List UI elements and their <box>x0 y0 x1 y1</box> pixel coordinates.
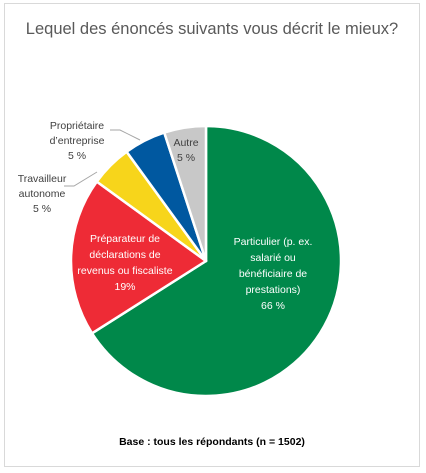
slice-label: Préparateur de déclarations de revenus ou … <box>77 233 172 293</box>
leader-lines <box>64 129 141 187</box>
slice-label: Propriétaire d’entreprise 5 % <box>50 120 105 162</box>
slice-label: Particulier (p. ex. salarié ou bénéficiair… <box>234 236 313 312</box>
slice-label: Autre 5 % <box>173 137 198 164</box>
leader-line <box>110 129 141 141</box>
slice-label: Travailleur autonome 5 % <box>18 173 67 215</box>
slice-labels: Particulier (p. ex. salarié ou bénéficiair… <box>18 120 313 312</box>
pie-slice <box>69 180 208 335</box>
base-note: Base : tous les répondants (n = 1502) <box>119 436 305 448</box>
pie-slice <box>90 124 343 398</box>
leader-line <box>64 171 98 187</box>
pie-slice <box>163 124 208 263</box>
pie-slices <box>69 124 343 398</box>
chart-title: Lequel des énoncés suivants vous décrit … <box>25 20 399 38</box>
